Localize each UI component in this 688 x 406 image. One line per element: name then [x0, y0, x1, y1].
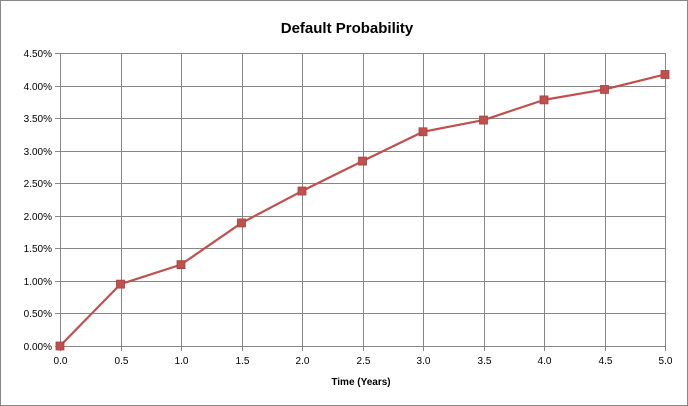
data-point-marker: [176, 260, 186, 270]
x-tick-label: 1.5: [236, 356, 250, 367]
x-tick-label: 2.0: [296, 356, 310, 367]
x-tick-label: 1.0: [175, 356, 189, 367]
data-point-marker: [55, 341, 65, 351]
y-tick-label: 0.50%: [24, 309, 52, 320]
series: [55, 70, 670, 351]
axes: [55, 53, 666, 351]
x-tick-label: 0.5: [115, 356, 129, 367]
data-point-marker: [479, 115, 488, 125]
x-tick-label: 3.0: [417, 356, 431, 367]
x-axis-tick-labels: 0.0 0.5 1.0 1.5 2.0 2.5 3.0 3.5 4.0 4.5 5.0: [54, 356, 673, 367]
chart-title: Default Probability: [281, 20, 414, 37]
data-point-marker: [539, 95, 549, 105]
x-tick-label: 2.5: [357, 356, 371, 367]
data-point-marker: [358, 156, 367, 166]
y-tick-label: 4.50%: [24, 49, 52, 60]
y-tick-label: 3.00%: [24, 147, 52, 158]
x-tick-label: 5.0: [659, 356, 673, 367]
data-point-marker: [418, 127, 428, 137]
y-tick-label: 4.00%: [24, 82, 52, 93]
x-tick-label: 4.5: [599, 356, 613, 367]
x-axis-title: Time (Years): [331, 377, 390, 388]
data-point-marker: [237, 218, 246, 228]
y-tick-label: 0.00%: [24, 342, 52, 353]
x-tick-label: 3.5: [478, 356, 492, 367]
y-tick-label: 1.50%: [24, 244, 52, 255]
y-tick-label: 1.00%: [24, 277, 52, 288]
data-point-marker: [660, 70, 670, 79]
x-tick-label: 4.0: [538, 356, 552, 367]
grid: [60, 53, 666, 346]
y-axis-tick-labels: 0.00% 0.50% 1.00% 1.50% 2.00% 2.50% 3.00% 3.50%…: [24, 49, 52, 353]
series-line: [59, 73, 666, 347]
data-point-marker: [600, 85, 609, 94]
x-tick-label: 0.0: [54, 356, 68, 367]
data-point-marker: [116, 279, 125, 289]
y-tick-label: 3.50%: [24, 114, 52, 125]
data-point-marker: [297, 186, 307, 196]
y-tick-label: 2.00%: [24, 212, 52, 223]
y-tick-label: 2.50%: [24, 179, 52, 190]
